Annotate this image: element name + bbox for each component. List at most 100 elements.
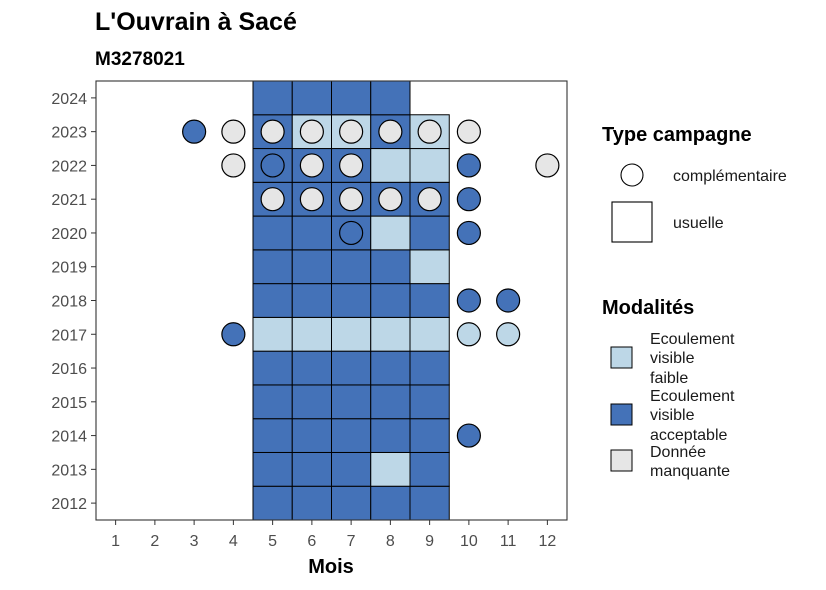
tile-2014-5 (252, 418, 293, 453)
y-tick-label: 2017 (51, 327, 87, 344)
legend-swatch-acceptable (610, 403, 633, 426)
y-tick-label: 2024 (51, 91, 87, 108)
y-tick-label: 2014 (51, 429, 87, 446)
y-tick-label: 2013 (51, 462, 87, 479)
x-axis: 1 2 3 4 5 6 7 8 9 10 11 12 (111, 520, 556, 550)
legend-circle-swatch (620, 163, 644, 187)
tile-2019-7 (331, 249, 372, 285)
tile-2014-9 (409, 418, 450, 453)
tile-2024-6 (291, 80, 332, 116)
tile-2022-8 (370, 148, 411, 183)
legend-label-faible-line2: visible (650, 350, 695, 367)
point-2021-8 (378, 187, 403, 212)
x-tick-label: 9 (425, 533, 434, 550)
tile-2024-8 (370, 80, 411, 116)
tile-2022-9 (409, 148, 450, 183)
legend-label-complementaire: complémentaire (673, 168, 787, 185)
tile-2013-8 (370, 451, 411, 487)
tile-2016-6 (291, 350, 332, 386)
point-2017-4 (221, 322, 246, 347)
points-layer (182, 119, 560, 448)
legend-label-faible-line1: Ecoulement (650, 331, 735, 348)
tile-2020-6 (291, 215, 332, 251)
x-tick-label: 2 (150, 533, 159, 550)
y-tick-label: 2018 (51, 294, 87, 311)
tile-2018-5 (252, 283, 293, 318)
tile-2012-8 (370, 485, 411, 521)
point-2022-7 (339, 153, 364, 178)
point-2022-4 (221, 153, 246, 178)
tile-2016-8 (370, 350, 411, 386)
legend-label-manquante-line1: Donnée (650, 444, 706, 461)
x-axis-title: Mois (308, 556, 354, 578)
point-2022-12 (535, 153, 560, 178)
legend-swatch-manquante (610, 449, 633, 472)
tile-2014-6 (291, 418, 332, 453)
legend-label-faible-line3: faible (650, 370, 688, 387)
tile-2015-5 (252, 384, 293, 420)
x-tick-label: 5 (268, 533, 277, 550)
legend-label-acceptable-line1: Ecoulement (650, 388, 735, 405)
point-2023-10 (456, 119, 481, 144)
point-2023-8 (378, 119, 403, 144)
tile-2015-6 (291, 384, 332, 420)
tile-2018-8 (370, 283, 411, 318)
tile-2016-5 (252, 350, 293, 386)
tile-2019-5 (252, 249, 293, 285)
tile-2019-9 (409, 249, 450, 285)
tile-2013-5 (252, 451, 293, 487)
tile-2012-6 (291, 485, 332, 521)
point-2023-7 (339, 119, 364, 144)
tile-2017-5 (252, 316, 293, 352)
tile-2012-7 (331, 485, 372, 521)
point-2018-11 (496, 288, 521, 313)
tile-2015-9 (409, 384, 450, 420)
tile-2019-8 (370, 249, 411, 285)
point-2021-9 (417, 187, 442, 212)
y-tick-label: 2016 (51, 361, 87, 378)
x-tick-label: 11 (500, 533, 517, 550)
point-2017-11 (496, 322, 521, 347)
x-tick-label: 1 (111, 533, 120, 550)
tile-2020-8 (370, 215, 411, 251)
tile-2024-7 (331, 80, 372, 116)
point-2021-6 (299, 187, 324, 212)
chart-subtitle: M3278021 (95, 49, 185, 70)
tile-2020-5 (252, 215, 293, 251)
tile-2018-6 (291, 283, 332, 318)
tile-2016-9 (409, 350, 450, 386)
x-tick-label: 12 (538, 533, 556, 550)
y-tick-label: 2021 (51, 192, 87, 209)
legend-label-acceptable-line2: visible (650, 407, 695, 424)
tile-2024-5 (252, 80, 293, 116)
x-tick-label: 8 (386, 533, 395, 550)
point-2014-10 (456, 423, 481, 448)
tile-2014-8 (370, 418, 411, 453)
y-axis: 2012 2013 2014 2015 2016 2017 2018 2019 2020 2021… (51, 91, 96, 513)
point-2022-10 (456, 153, 481, 178)
point-2023-9 (417, 119, 442, 144)
legend-label-usuelle: usuelle (673, 215, 724, 232)
tile-2013-7 (331, 451, 372, 487)
point-2023-4 (221, 119, 246, 144)
tile-2012-9 (409, 485, 450, 521)
point-2022-5 (260, 153, 285, 178)
x-tick-label: 6 (307, 533, 316, 550)
legend-type-campagne-title: Type campagne (602, 124, 752, 146)
x-tick-label: 7 (347, 533, 356, 550)
legend-square-swatch (611, 201, 653, 243)
point-2020-7 (339, 220, 364, 246)
tile-2013-9 (409, 451, 450, 487)
tile-2012-5 (252, 485, 293, 521)
y-tick-label: 2019 (51, 260, 87, 277)
tile-2020-9 (409, 215, 450, 251)
tile-2016-7 (331, 350, 372, 386)
point-2022-6 (299, 153, 324, 178)
y-tick-label: 2012 (51, 496, 87, 513)
tile-2017-9 (409, 316, 450, 352)
x-tick-label: 4 (229, 533, 238, 550)
point-2021-5 (260, 187, 285, 212)
legend-label-acceptable-line3: acceptable (650, 427, 727, 444)
legend-type-campagne: Type campagne complémentaire usuelle (602, 124, 787, 243)
tile-2019-6 (291, 249, 332, 285)
